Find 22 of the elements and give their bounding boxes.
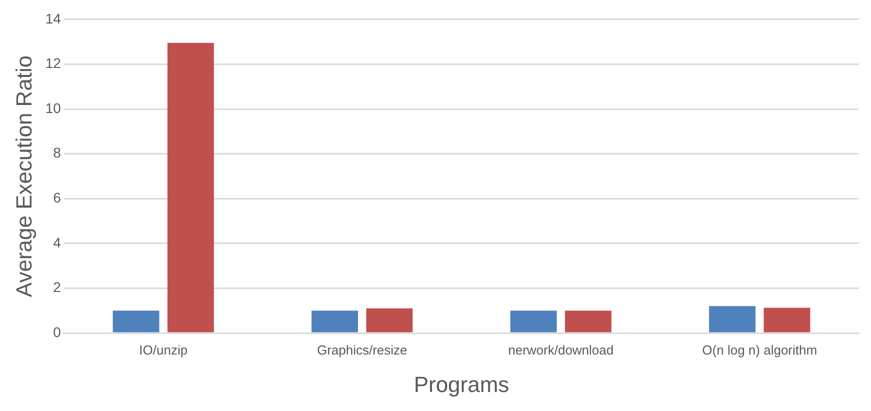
- bar: [764, 308, 810, 332]
- bar: [510, 310, 557, 332]
- x-tick-label: O(n log n) algorithm: [702, 342, 818, 358]
- y-axis-title: Average Execution Ratio: [11, 55, 36, 298]
- y-tick-label: 0: [53, 324, 62, 340]
- y-tick-label: 8: [53, 144, 62, 161]
- bar: [709, 306, 756, 332]
- y-tick-label: 2: [53, 279, 62, 296]
- x-tick-label: IO/unzip: [139, 342, 188, 358]
- bar: [312, 310, 358, 332]
- x-axis-title: Programs: [414, 372, 510, 397]
- bar: [167, 42, 214, 332]
- y-tick-label: 6: [53, 189, 62, 206]
- y-tick-label: 14: [45, 10, 62, 26]
- x-tick-label: Graphics/resize: [316, 342, 408, 358]
- y-tick-label: 10: [45, 100, 62, 116]
- y-tick-label: 4: [53, 234, 62, 250]
- bar: [112, 310, 160, 332]
- bar: [564, 310, 612, 332]
- bar: [366, 308, 413, 332]
- y-tick-label: 12: [45, 55, 62, 72]
- x-tick-label: nerwork/download: [508, 342, 614, 358]
